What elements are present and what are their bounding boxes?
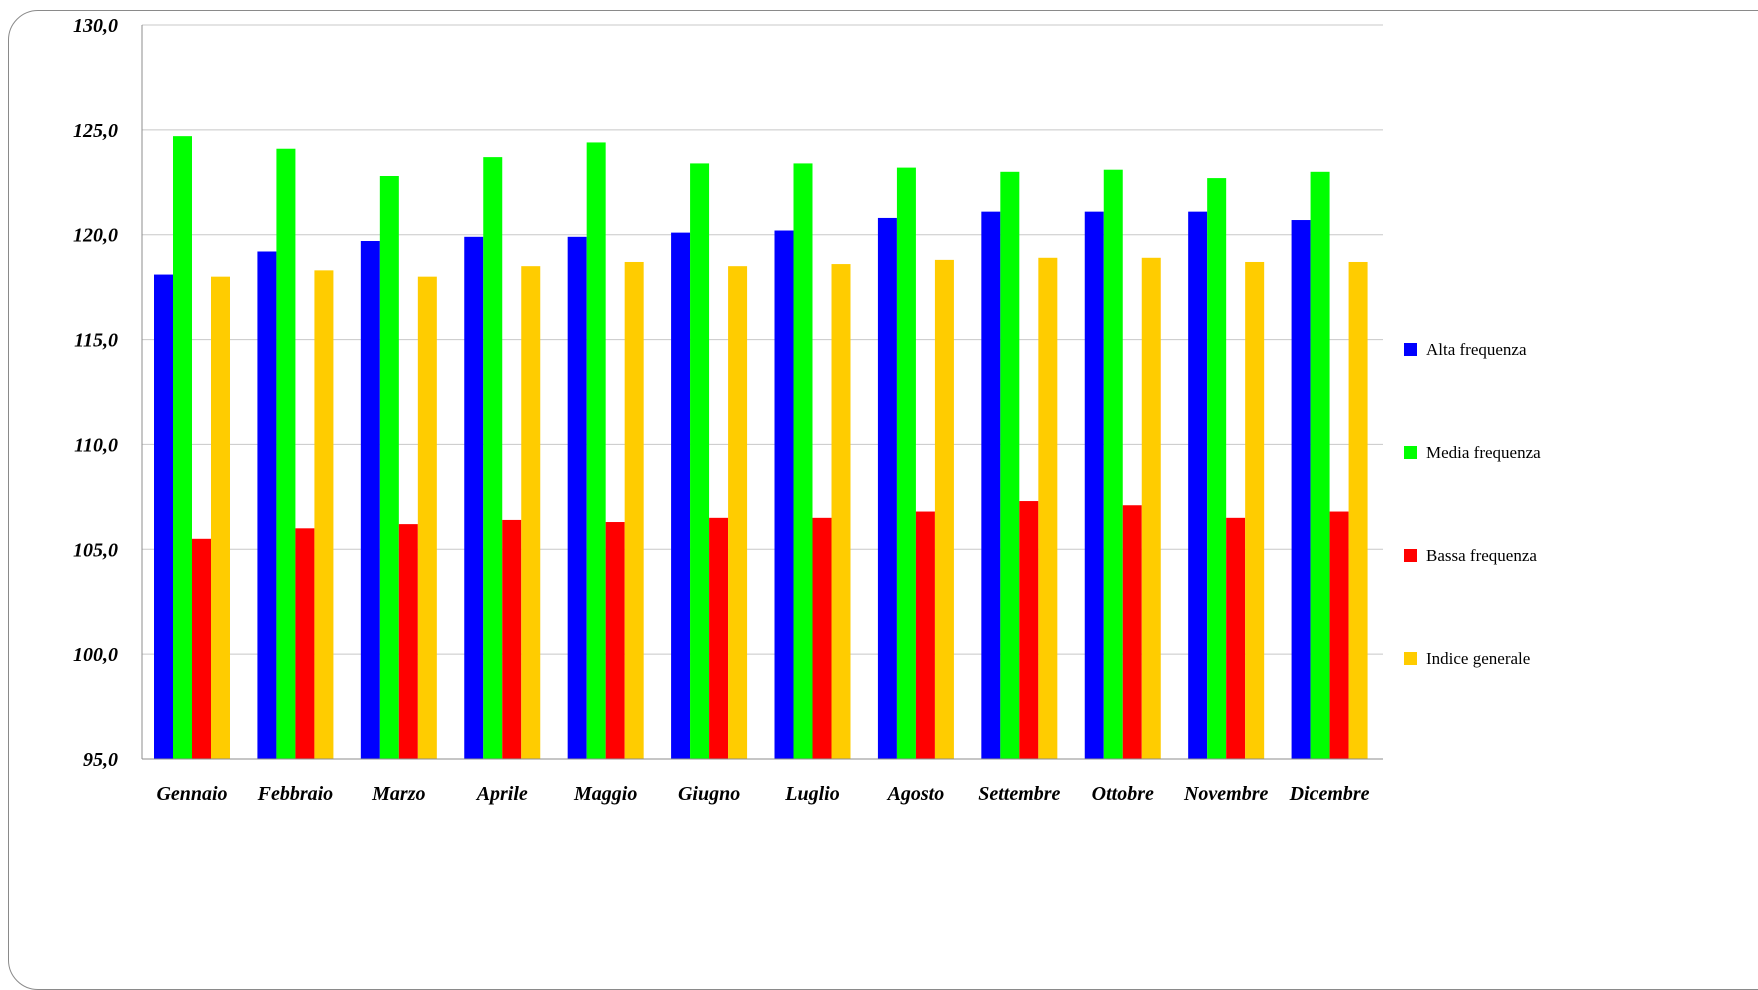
bar-bassa-frequenza: [1019, 501, 1039, 759]
x-tick-label: Dicembre: [1289, 783, 1370, 805]
bar-indice-generale: [1245, 261, 1265, 759]
bar-alta-frequenza: [464, 236, 484, 760]
x-tick-label: Ottobre: [1092, 783, 1154, 805]
legend-swatch: [1404, 549, 1417, 562]
bar-bassa-frequenza: [605, 522, 625, 759]
bar-alta-frequenza: [257, 251, 277, 759]
y-tick-label: 125,0: [73, 120, 118, 142]
x-tick-label: Luglio: [784, 783, 839, 805]
y-tick-label: 95,0: [83, 749, 118, 771]
bars: [154, 136, 1368, 760]
y-axis: 95,0 100,0 105,0 110,0 115,0 120,0 125,0 130,0: [73, 15, 143, 771]
bar-alta-frequenza: [154, 274, 173, 759]
y-tick-label: 120,0: [73, 225, 118, 247]
bar-media-frequenza: [483, 157, 503, 759]
bar-alta-frequenza: [567, 236, 587, 760]
legend-label: Media frequenza: [1426, 443, 1541, 462]
bar-media-frequenza: [896, 167, 916, 759]
bar-indice-generale: [521, 266, 541, 759]
y-tick-label: 100,0: [73, 644, 118, 666]
y-tick-label: 130,0: [73, 15, 118, 37]
bar-alta-frequenza: [1188, 211, 1208, 759]
legend-swatch: [1404, 446, 1417, 459]
bar-bassa-frequenza: [709, 517, 729, 759]
y-tick-label: 110,0: [74, 434, 118, 456]
bar-indice-generale: [417, 276, 437, 759]
bar-alta-frequenza: [981, 211, 1001, 759]
bar-indice-generale: [831, 264, 851, 759]
x-tick-label: Aprile: [475, 783, 528, 805]
bar-media-frequenza: [1000, 171, 1020, 760]
bar-chart: 95,0100,0105,0110,0115,0120,0125,0130,0 …: [73, 15, 1541, 805]
bar-bassa-frequenza: [1329, 511, 1349, 759]
bar-indice-generale: [1038, 257, 1058, 759]
bar-bassa-frequenza: [398, 524, 418, 759]
y-tick-label: 105,0: [73, 539, 118, 561]
bar-indice-generale: [624, 261, 644, 759]
bar-alta-frequenza: [671, 232, 691, 760]
bar-indice-generale: [728, 266, 748, 759]
bar-alta-frequenza: [1291, 220, 1311, 759]
bar-indice-generale: [1348, 261, 1368, 759]
legend-label: Indice generale: [1426, 649, 1530, 668]
bar-indice-generale: [934, 259, 954, 759]
bar-bassa-frequenza: [812, 517, 832, 759]
bar-media-frequenza: [690, 163, 710, 759]
bar-media-frequenza: [379, 175, 399, 760]
bar-media-frequenza: [173, 136, 192, 760]
bar-media-frequenza: [793, 163, 813, 759]
bar-bassa-frequenza: [1122, 505, 1142, 759]
x-axis: Gennaio Febbraio Marzo Aprile Maggio Giugno Lu…: [142, 758, 1383, 805]
x-tick-label: Settembre: [978, 783, 1060, 805]
gridlines: [142, 24, 1383, 655]
x-tick-label: Marzo: [371, 783, 425, 805]
bar-media-frequenza: [276, 148, 296, 759]
bar-bassa-frequenza: [915, 511, 935, 759]
bar-bassa-frequenza: [295, 528, 315, 759]
bar-indice-generale: [314, 270, 334, 759]
bar-alta-frequenza: [774, 230, 794, 759]
x-tick-label: Novembre: [1183, 783, 1269, 805]
bar-media-frequenza: [1207, 178, 1227, 759]
x-tick-label: Agosto: [886, 783, 945, 805]
x-tick-label: Gennaio: [156, 783, 227, 805]
x-tick-label: Febbraio: [257, 783, 334, 805]
legend-swatch: [1404, 652, 1417, 665]
x-tick-label: Giugno: [678, 783, 740, 805]
bar-media-frequenza: [1310, 171, 1330, 760]
bar-alta-frequenza: [1084, 211, 1104, 759]
bar-indice-generale: [211, 276, 230, 759]
legend: Alta frequenza Media frequenza Bassa frequ…: [1404, 340, 1541, 668]
legend-swatch: [1404, 343, 1417, 356]
bar-bassa-frequenza: [502, 519, 522, 759]
legend-label: Alta frequenza: [1426, 340, 1527, 359]
bar-bassa-frequenza: [192, 538, 211, 759]
bar-alta-frequenza: [360, 241, 380, 759]
x-tick-label: Maggio: [573, 783, 637, 805]
bar-indice-generale: [1141, 257, 1161, 759]
bar-alta-frequenza: [877, 217, 897, 760]
bar-bassa-frequenza: [1226, 517, 1246, 759]
bar-media-frequenza: [1103, 169, 1123, 759]
bar-media-frequenza: [586, 142, 606, 759]
y-tick-label: 115,0: [74, 330, 118, 352]
legend-label: Bassa frequenza: [1426, 546, 1537, 565]
